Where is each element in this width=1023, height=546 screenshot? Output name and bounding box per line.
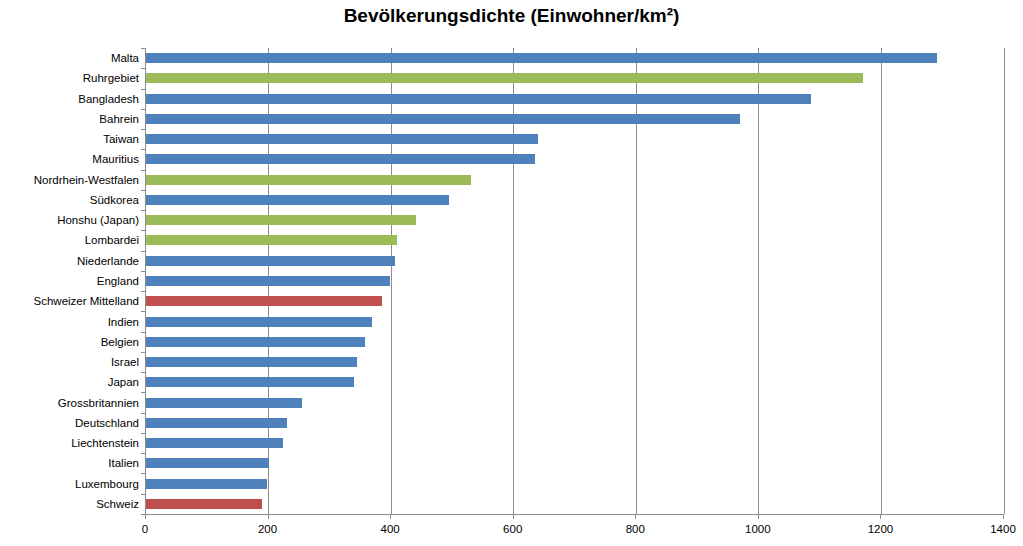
bar-bahrein xyxy=(146,114,740,124)
category-label: Bahrein xyxy=(0,111,139,127)
bar-malta xyxy=(146,53,937,63)
value-label-800: 800 xyxy=(605,523,665,535)
value-tick-200 xyxy=(268,515,269,519)
value-tick-1400 xyxy=(1003,515,1004,519)
category-label: Schweiz xyxy=(0,496,139,512)
category-label: Mauritius xyxy=(0,151,139,167)
category-tick xyxy=(141,473,145,474)
category-tick xyxy=(141,372,145,373)
bar-indien xyxy=(146,317,372,327)
category-tick xyxy=(141,433,145,434)
category-label: Belgien xyxy=(0,334,139,350)
category-label: Grossbritannien xyxy=(0,395,139,411)
category-label: Liechtenstein xyxy=(0,435,139,451)
category-tick xyxy=(141,190,145,191)
value-tick-600 xyxy=(513,515,514,519)
bar-schweiz xyxy=(146,499,262,509)
category-tick xyxy=(141,271,145,272)
bar-schweizer-mittelland xyxy=(146,296,382,306)
category-tick xyxy=(141,48,145,49)
category-label: Deutschland xyxy=(0,415,139,431)
value-tick-0 xyxy=(145,515,146,519)
category-tick xyxy=(141,392,145,393)
category-label: Japan xyxy=(0,374,139,390)
bar-mauritius xyxy=(146,154,535,164)
bar-japan xyxy=(146,377,354,387)
category-label: Bangladesh xyxy=(0,91,139,107)
category-label: Israel xyxy=(0,354,139,370)
gridline-1200 xyxy=(881,48,882,514)
category-label: Honshu (Japan) xyxy=(0,212,139,228)
category-tick xyxy=(141,352,145,353)
population-density-chart: Bevölkerungsdichte (Einwohner/km²) Malta… xyxy=(0,0,1023,546)
value-label-1000: 1000 xyxy=(728,523,788,535)
value-tick-400 xyxy=(390,515,391,519)
bar-israel xyxy=(146,357,357,367)
category-label: Taiwan xyxy=(0,131,139,147)
category-label: Luxembourg xyxy=(0,476,139,492)
gridline-1000 xyxy=(758,48,759,514)
gridline-1400 xyxy=(1004,48,1005,514)
category-tick xyxy=(141,230,145,231)
value-label-0: 0 xyxy=(115,523,175,535)
bar-belgien xyxy=(146,337,365,347)
category-tick xyxy=(141,291,145,292)
bar-deutschland xyxy=(146,418,287,428)
value-label-600: 600 xyxy=(483,523,543,535)
chart-title: Bevölkerungsdichte (Einwohner/km²) xyxy=(0,5,1023,27)
category-tick xyxy=(141,413,145,414)
category-label: Malta xyxy=(0,50,139,66)
bar-grossbritannien xyxy=(146,398,302,408)
category-label: Südkorea xyxy=(0,192,139,208)
category-tick xyxy=(141,109,145,110)
category-tick xyxy=(141,453,145,454)
category-label: Nordrhein-Westfalen xyxy=(0,172,139,188)
category-tick xyxy=(141,311,145,312)
bar-lombardei xyxy=(146,235,397,245)
category-tick xyxy=(141,251,145,252)
value-label-400: 400 xyxy=(360,523,420,535)
bar-italien xyxy=(146,458,269,468)
value-tick-1200 xyxy=(880,515,881,519)
category-label: Lombardei xyxy=(0,232,139,248)
bar-niederlande xyxy=(146,256,395,266)
bar-nordrhein-westfalen xyxy=(146,175,471,185)
category-tick xyxy=(141,89,145,90)
category-label: Italien xyxy=(0,455,139,471)
category-label: Indien xyxy=(0,314,139,330)
category-tick xyxy=(141,129,145,130)
category-tick xyxy=(141,68,145,69)
category-label: Ruhrgebiet xyxy=(0,70,139,86)
category-tick xyxy=(141,170,145,171)
category-tick xyxy=(141,332,145,333)
category-label: England xyxy=(0,273,139,289)
bar-luxembourg xyxy=(146,479,267,489)
plot-area xyxy=(145,48,1004,515)
value-tick-800 xyxy=(635,515,636,519)
value-label-200: 200 xyxy=(238,523,298,535)
bar-ruhrgebiet xyxy=(146,73,863,83)
bar-england xyxy=(146,276,390,286)
category-tick xyxy=(141,210,145,211)
bar-honshu-japan- xyxy=(146,215,416,225)
category-label: Schweizer Mittelland xyxy=(0,293,139,309)
category-tick xyxy=(141,494,145,495)
bar-bangladesh xyxy=(146,94,811,104)
bar-liechtenstein xyxy=(146,438,283,448)
category-label: Niederlande xyxy=(0,253,139,269)
bar-taiwan xyxy=(146,134,538,144)
value-tick-1000 xyxy=(758,515,759,519)
value-label-1200: 1200 xyxy=(850,523,910,535)
value-label-1400: 1400 xyxy=(973,523,1023,535)
bar-s-dkorea xyxy=(146,195,449,205)
category-tick xyxy=(141,149,145,150)
